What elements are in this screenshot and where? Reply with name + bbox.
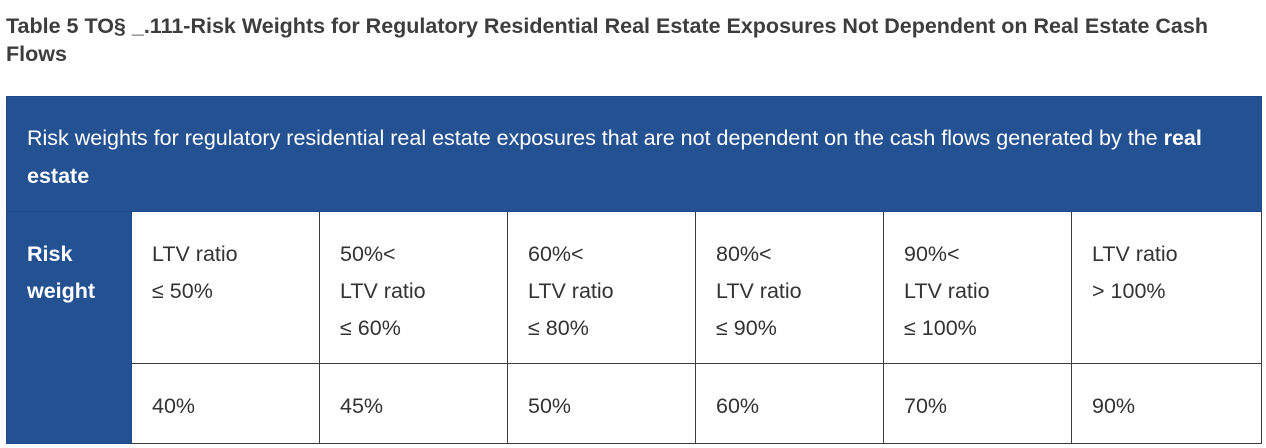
risk-weights-table: Risk weights for regulatory residential … [5, 96, 1263, 444]
ltv-range-line: ≤ 80% [528, 316, 589, 340]
ltv-range-line: LTV ratio [904, 279, 990, 303]
ltv-range-line: ≤ 50% [152, 279, 213, 303]
ltv-range-line: 90%< [904, 242, 960, 266]
row-label-line: Risk [27, 242, 73, 266]
row-label-risk-weight: Risk weight [6, 211, 132, 444]
ltv-range-line: LTV ratio [528, 279, 614, 303]
ltv-range-line: LTV ratio [1092, 242, 1178, 266]
table-caption: Table 5 TO§ _.111-Risk Weights for Regul… [6, 14, 1208, 66]
ltv-range-line: 50%< [340, 242, 396, 266]
ltv-range-cell: 60%< LTV ratio ≤ 80% [507, 211, 696, 364]
risk-weight-value: 90% [1070, 363, 1263, 444]
header-bold-text: real estate [27, 126, 1202, 188]
ltv-range-cell: 80%< LTV ratio ≤ 90% [695, 211, 884, 364]
ltv-range-cell: 50%< LTV ratio ≤ 60% [319, 211, 508, 364]
risk-weight-value: 40% [131, 363, 320, 444]
ltv-range-line: ≤ 90% [716, 316, 777, 340]
ltv-range-line: ≤ 100% [904, 316, 977, 340]
row-label-line: weight [27, 279, 96, 303]
ltv-range-line: > 100% [1092, 279, 1166, 303]
ltv-range-line: LTV ratio [152, 242, 238, 266]
ltv-range-cell: LTV ratio ≤ 50% [131, 211, 320, 364]
table-header: Risk weights for regulatory residential … [5, 96, 1263, 212]
ltv-range-line: 80%< [716, 242, 772, 266]
ltv-range-cell: LTV ratio > 100% [1070, 211, 1263, 364]
ltv-range-line: LTV ratio [340, 279, 426, 303]
ltv-range-line: ≤ 60% [340, 316, 401, 340]
risk-weight-value: 60% [695, 363, 884, 444]
risk-weight-value: 70% [883, 363, 1072, 444]
header-text: Risk weights for regulatory residential … [27, 126, 1164, 150]
risk-weight-value: 45% [319, 363, 508, 444]
risk-weight-value: 50% [507, 363, 696, 444]
ltv-range-line: LTV ratio [716, 279, 802, 303]
ltv-range-line: 60%< [528, 242, 584, 266]
ltv-range-cell: 90%< LTV ratio ≤ 100% [883, 211, 1072, 364]
